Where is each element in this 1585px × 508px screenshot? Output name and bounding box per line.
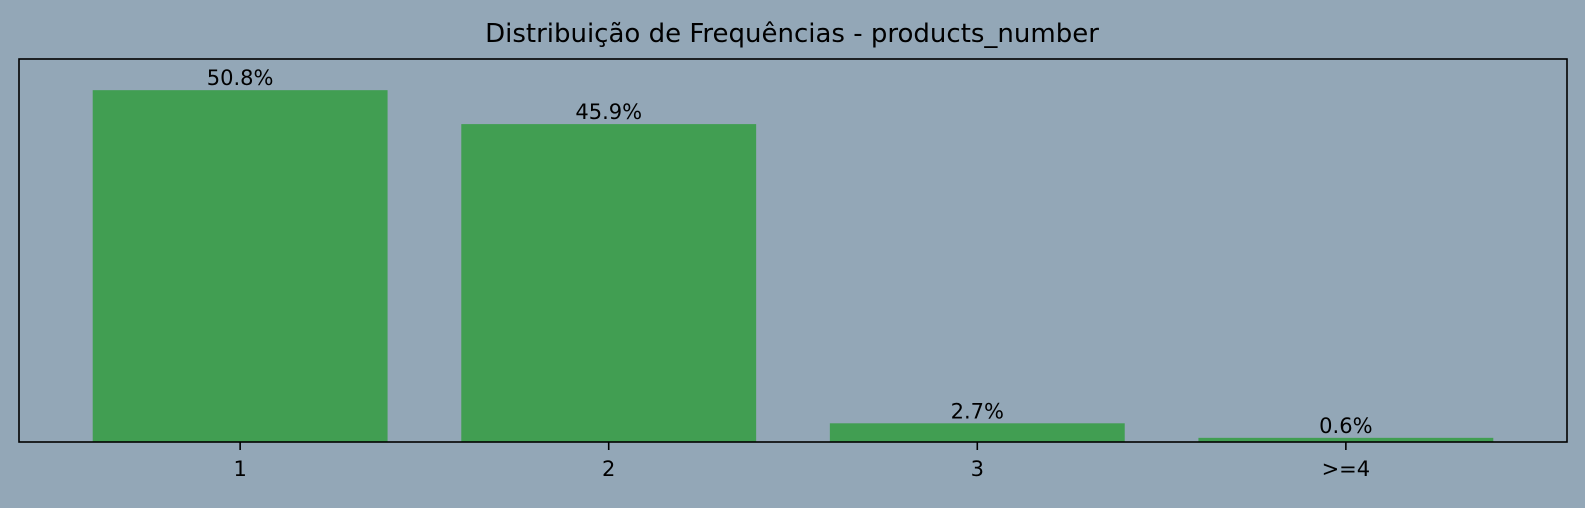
chart-title: Distribuição de Frequências - products_n… (485, 19, 1099, 49)
x-axis: 1 2 3 >=4 (233, 442, 1370, 481)
x-tick-label-1: 1 (233, 457, 246, 481)
x-tick-label-4: >=4 (1322, 457, 1371, 481)
data-label-1: 50.8% (207, 66, 274, 90)
x-tick-label-3: 3 (971, 457, 984, 481)
plot-frame (18, 58, 1568, 443)
data-label-4: 0.6% (1319, 414, 1372, 438)
data-label-2: 45.9% (575, 100, 642, 124)
x-tick-label-2: 2 (602, 457, 615, 481)
bar-3 (829, 423, 1125, 442)
bar-2 (461, 124, 757, 442)
data-label-3: 2.7% (951, 399, 1004, 423)
bar-1 (92, 90, 388, 443)
bar-4 (1198, 437, 1494, 442)
bars-layer (92, 90, 1494, 443)
data-labels-layer: 50.8% 45.9% 2.7% 0.6% (207, 66, 1373, 438)
